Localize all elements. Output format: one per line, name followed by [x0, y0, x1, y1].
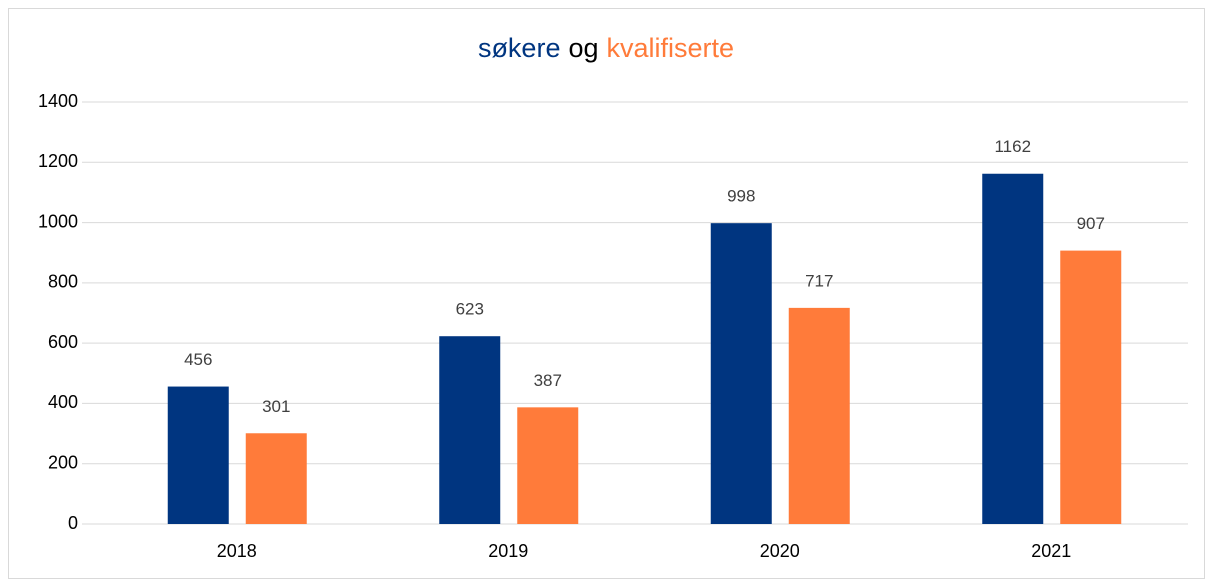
y-tick-label: 800 [48, 272, 78, 292]
data-label: 301 [262, 397, 290, 416]
data-label: 456 [184, 350, 212, 369]
y-tick-label: 600 [48, 332, 78, 352]
title-part: kvalifiserte [607, 33, 735, 63]
bar [1060, 250, 1122, 524]
x-tick-label: 2021 [1031, 541, 1071, 561]
data-label: 907 [1077, 214, 1105, 233]
y-tick-label: 1400 [38, 91, 78, 111]
bar [710, 223, 772, 524]
bar [517, 407, 579, 524]
title-part: søkere [478, 33, 561, 63]
data-label: 387 [534, 371, 562, 390]
bar [245, 433, 307, 524]
bar [982, 173, 1044, 525]
y-tick-label: 1000 [38, 211, 78, 231]
y-tick-label: 0 [68, 513, 78, 533]
y-tick-label: 200 [48, 452, 78, 472]
data-label: 998 [727, 187, 755, 206]
data-label: 623 [456, 300, 484, 319]
x-tick-label: 2020 [760, 541, 800, 561]
bar [167, 386, 229, 524]
chart-title: søkere og kvalifiserte [478, 33, 734, 63]
x-tick-label: 2018 [217, 541, 257, 561]
bar [788, 307, 850, 524]
title-part: og [568, 33, 598, 63]
bar [439, 336, 501, 524]
x-tick-label: 2019 [488, 541, 528, 561]
y-tick-label: 1200 [38, 151, 78, 171]
data-label: 717 [805, 271, 833, 290]
data-label: 1162 [994, 137, 1031, 156]
y-tick-label: 400 [48, 392, 78, 412]
